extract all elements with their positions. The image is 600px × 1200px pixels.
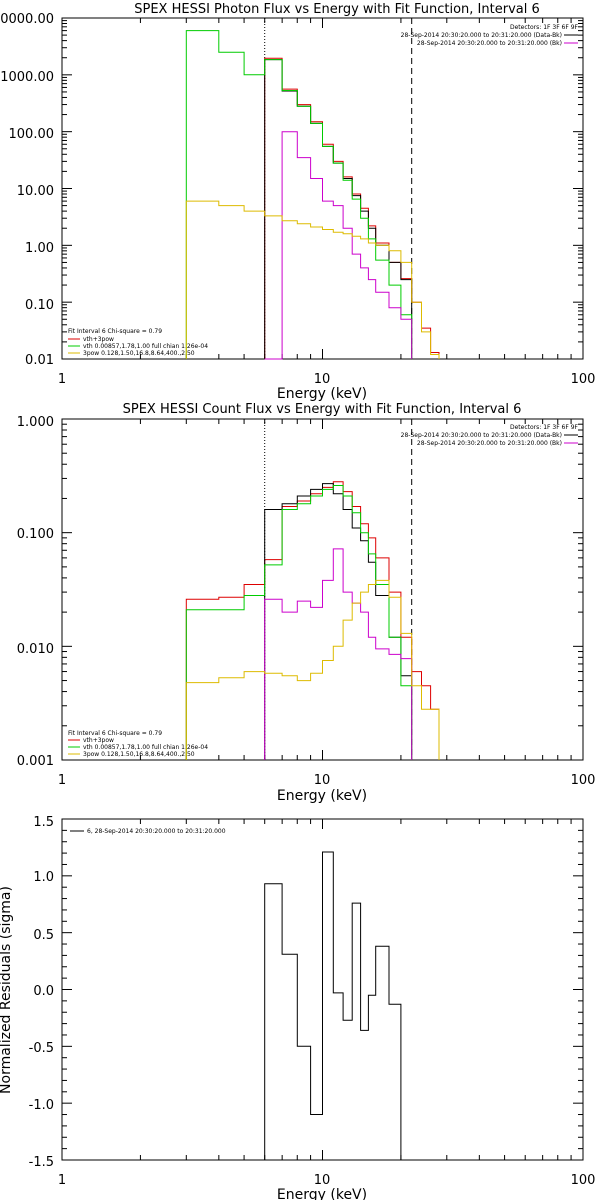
y-tick-label: 10.00 — [17, 184, 54, 199]
x-tick-label: 100 — [571, 372, 596, 387]
x-tick-label: 10 — [314, 773, 331, 788]
fit-entry-3pow: 3pow 0.128,1.50,16.8,8.64,400.,2.50 — [83, 751, 195, 758]
series-bk — [264, 548, 413, 760]
legend-entry-bk: 28-Sep-2014 20:30:20.000 to 20:31:20.000… — [417, 440, 562, 447]
y-tick-label: 1.000 — [17, 415, 54, 430]
residual-legend: 6, 28-Sep-2014 20:30:20.000 to 20:31:20.… — [70, 828, 226, 835]
y-tick-label: 1.0 — [33, 870, 54, 885]
y-tick-label: 1.5 — [33, 815, 54, 830]
count-y-tick-labels: 1.000 0.100 0.010 0.001 — [17, 415, 54, 769]
y-tick-label: 0.001 — [17, 754, 54, 769]
x-tick-label: 1 — [58, 1173, 66, 1188]
legend-entry-bk: 28-Sep-2014 20:30:20.000 to 20:31:20.000… — [417, 40, 562, 47]
y-tick-label: 0.5 — [33, 928, 54, 943]
count-fit-legend: Fit Interval 6 Chi-square = 0.79 vth+3po… — [68, 730, 208, 758]
y-tick-label: -0.5 — [29, 1041, 54, 1056]
y-tick-label: 0.100 — [17, 527, 54, 542]
count-x-axis-label: Energy (keV) — [277, 788, 367, 804]
y-tick-label: -1.5 — [29, 1155, 54, 1170]
residual-x-axis-label: Energy (keV) — [277, 1187, 367, 1200]
y-tick-label: -1.0 — [29, 1098, 54, 1113]
count-panel-title: SPEX HESSI Count Flux vs Energy with Fit… — [123, 402, 522, 417]
x-tick-label: 1 — [58, 372, 66, 387]
fit-header: Fit Interval 6 Chi-square = 0.79 — [68, 730, 162, 737]
photon-plot-data — [61, 17, 584, 360]
fit-entry-vth: vth 0.00857,1.78,1.00 full chian 1.26e-0… — [83, 744, 208, 751]
photon-top-legend: 28-Sep-2014 20:30:20.000 to 20:31:20.000… — [401, 32, 578, 47]
fit-header: Fit Interval 6 Chi-square = 0.79 — [68, 328, 162, 335]
y-tick-label: 0.010 — [17, 642, 54, 657]
count-top-legend: 28-Sep-2014 20:30:20.000 to 20:31:20.000… — [401, 432, 578, 447]
fit-entry-3pow: 3pow 0.128,1.50,16.8,8.64,400.,2.50 — [83, 350, 195, 357]
series-data — [264, 483, 413, 760]
y-tick-label: 100.00 — [9, 127, 55, 142]
series-vth — [185, 30, 413, 359]
residual-y-tick-labels: 1.5 1.0 0.5 0.0 -0.5 -1.0 -1.5 — [29, 815, 54, 1170]
count-x-tick-labels: 1 10 100 — [58, 773, 596, 788]
photon-x-axis-label: Energy (keV) — [277, 386, 367, 402]
legend-entry-data-bk: 28-Sep-2014 20:30:20.000 to 20:31:20.000… — [401, 432, 562, 439]
x-tick-label: 100 — [571, 773, 596, 788]
photon-panel-title: SPEX HESSI Photon Flux vs Energy with Fi… — [134, 2, 540, 17]
residual-legend-text: 6, 28-Sep-2014 20:30:20.000 to 20:31:20.… — [87, 828, 226, 835]
residual-plot-data — [61, 818, 584, 1161]
photon-x-tick-labels: 1 10 100 — [58, 372, 596, 387]
residual-x-tick-labels: 1 10 100 — [58, 1173, 596, 1188]
series-vth — [185, 485, 413, 760]
x-tick-label: 100 — [571, 1173, 596, 1188]
x-tick-label: 10 — [314, 372, 331, 387]
photon-detectors-label: Detectors: 1F 3F 6F 9F — [510, 24, 579, 31]
series-3pow — [185, 579, 440, 760]
y-tick-label: 1.00 — [25, 241, 54, 256]
series-bk — [264, 131, 413, 360]
y-tick-label: 1000.00 — [0, 70, 54, 85]
count-plot-data — [61, 418, 584, 761]
photon-fit-legend: Fit Interval 6 Chi-square = 0.79 vth+3po… — [68, 328, 208, 357]
y-tick-label: 0.0 — [33, 984, 54, 999]
fit-entry-total: vth+3pow — [83, 336, 114, 343]
series-data — [264, 59, 413, 359]
fit-entry-total: vth+3pow — [83, 737, 114, 744]
series-3pow — [185, 200, 440, 359]
series-vth-3pow — [264, 57, 440, 359]
series-residuals — [264, 851, 412, 1161]
fit-entry-vth: vth 0.00857,1.78,1.00 full chian 1.26e-0… — [83, 343, 208, 350]
x-tick-label: 10 — [314, 1173, 331, 1188]
y-tick-label: 0.10 — [25, 298, 54, 313]
count-detectors-label: Detectors: 1F 3F 6F 9F — [510, 424, 579, 431]
y-tick-label: 0.01 — [25, 353, 54, 368]
x-tick-label: 1 — [58, 773, 66, 788]
legend-entry-data-bk: 28-Sep-2014 20:30:20.000 to 20:31:20.000… — [401, 32, 562, 39]
residual-y-axis-label: Normalized Residuals (sigma) — [0, 886, 14, 1094]
